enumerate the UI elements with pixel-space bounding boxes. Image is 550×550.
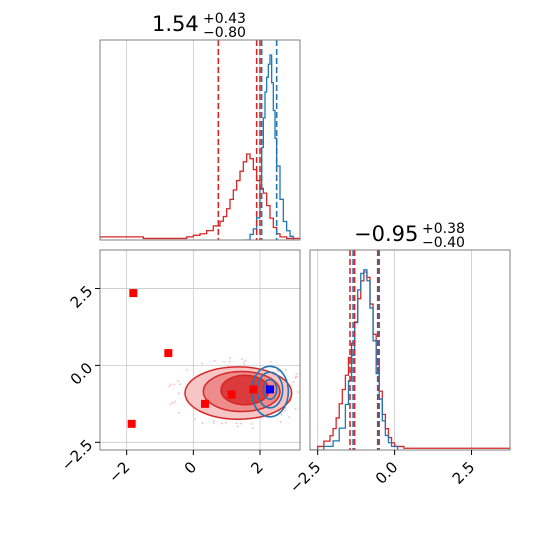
sample-point	[259, 365, 262, 368]
sample-point	[284, 369, 287, 371]
sample-point	[276, 370, 279, 372]
sample-point	[301, 407, 303, 409]
sample-point	[221, 422, 223, 425]
sample-point	[236, 425, 239, 428]
sample-point	[243, 364, 246, 366]
sample-point	[178, 412, 180, 414]
sample-point	[174, 400, 177, 403]
sample-point	[295, 373, 298, 375]
blue-histogram-1	[243, 54, 294, 240]
panel-2-frame	[99, 249, 301, 451]
sample-point	[172, 401, 174, 404]
sample-point	[213, 360, 216, 362]
sample-point	[223, 361, 225, 363]
sample-point	[169, 403, 172, 405]
joint-panel: −2.5 0.0 2.5 −2 0 2	[58, 249, 303, 486]
title-2-value: −0.95	[354, 222, 418, 246]
sample-point	[173, 383, 176, 386]
sample-point	[225, 421, 227, 424]
red-histogram-1	[100, 153, 300, 240]
sample-point	[177, 392, 180, 395]
sample-point	[228, 361, 231, 363]
title-1-value: 1.54	[152, 12, 199, 36]
x-axis-1: −2 0 2	[105, 450, 267, 486]
title-2-upper: +0.38	[422, 221, 465, 237]
sample-point	[294, 408, 297, 410]
blue-contour	[256, 371, 284, 409]
red-histogram-2	[310, 271, 510, 450]
red-marker	[129, 289, 138, 298]
x-tick-label: 0.0	[372, 458, 402, 488]
sample-point	[201, 362, 203, 365]
title-2-lower: −0.40	[422, 235, 465, 251]
sample-point	[235, 422, 238, 425]
panel-1-title: 1.54 +0.43 −0.80	[152, 11, 246, 41]
sample-point	[278, 410, 280, 412]
sample-point	[212, 420, 215, 422]
red-marker	[127, 419, 136, 428]
red-contour	[220, 374, 270, 406]
sample-point	[292, 381, 295, 383]
marginal-panel-1: 1.54 +0.43 −0.80	[99, 11, 301, 241]
sample-point	[288, 416, 290, 419]
sample-point	[168, 385, 171, 387]
sample-point	[252, 427, 254, 429]
x-tick-label: 2.5	[449, 458, 479, 488]
x-axis-2: −2.5 0.0 2.5	[286, 450, 478, 497]
sample-point	[177, 380, 179, 382]
sample-point	[280, 414, 283, 416]
marginal-panel-2: −2.5 0.0 2.5 −0.95 +0.38 −0.40	[286, 221, 511, 497]
sample-point	[186, 368, 188, 371]
sample-point	[201, 422, 204, 424]
sample-point	[244, 359, 247, 362]
sample-point	[297, 391, 299, 393]
sample-point	[251, 423, 253, 425]
sample-point	[278, 370, 280, 372]
red-marker	[201, 399, 209, 408]
blue-histogram-2	[310, 269, 399, 450]
panel-1-frame	[99, 39, 301, 241]
x-tick-label: −2	[105, 458, 133, 486]
title-1-lower: −0.80	[203, 25, 246, 41]
sample-point	[269, 360, 272, 363]
sample-point	[280, 421, 282, 423]
sample-point	[213, 422, 215, 424]
sample-point	[243, 361, 245, 364]
blue-marker	[266, 385, 274, 394]
x-tick-label: −2.5	[286, 458, 324, 496]
panel-3-title: −0.95 +0.38 −0.40	[354, 221, 465, 251]
panel-3-frame	[309, 249, 511, 451]
sample-point	[239, 422, 242, 425]
red-marker	[249, 385, 258, 394]
red-marker	[164, 349, 173, 358]
y-tick-label: −2.5	[58, 436, 96, 474]
y-tick-label: 2.5	[67, 282, 97, 312]
sample-point	[284, 409, 287, 412]
sample-point	[295, 376, 298, 378]
y-tick-label: 0.0	[67, 359, 97, 389]
sample-point	[227, 365, 230, 367]
red-marker	[227, 390, 236, 399]
sample-point	[194, 418, 197, 420]
sample-point	[294, 376, 297, 379]
x-tick-label: 0	[181, 458, 200, 477]
sample-point	[241, 358, 243, 360]
sample-point	[284, 407, 287, 409]
sample-point	[229, 357, 231, 359]
sample-point	[280, 369, 283, 372]
sample-point	[179, 383, 181, 386]
x-tick-label: 2	[247, 458, 266, 477]
sample-point	[289, 399, 292, 402]
title-1-upper: +0.43	[203, 11, 246, 27]
y-axis: −2.5 0.0 2.5	[58, 282, 100, 474]
sample-point	[170, 383, 172, 386]
blue-contour	[262, 378, 278, 401]
